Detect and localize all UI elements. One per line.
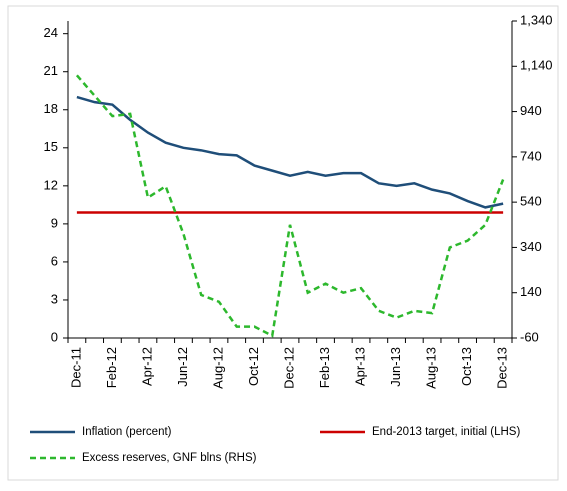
- series-line: [76, 95, 504, 209]
- x-tick-label: Aug-13: [424, 347, 439, 389]
- x-tick-label: Aug-12: [210, 347, 225, 389]
- y-tick-label: 18: [44, 101, 58, 116]
- y2-tick-label: 540: [520, 194, 542, 209]
- x-tick-label: Apr-13: [352, 347, 367, 386]
- y2-tick-label: 140: [520, 284, 542, 299]
- y2-tick-label: 340: [520, 239, 542, 254]
- x-tick-label: Oct-12: [246, 347, 261, 386]
- x-tick-label: Dec-13: [495, 347, 510, 389]
- x-tick-label: Dec-12: [281, 347, 296, 389]
- y-tick-label: 3: [51, 291, 58, 306]
- legend-label: Inflation (percent): [82, 426, 172, 438]
- x-tick-label: Feb-13: [317, 347, 332, 388]
- chart-frame: [7, 5, 559, 481]
- y-tick-label: 12: [44, 177, 58, 192]
- y-tick-label: 9: [51, 215, 58, 230]
- y2-tick-label: 740: [520, 148, 542, 163]
- x-tick-label: Dec-11: [68, 347, 83, 388]
- y-tick-label: 6: [51, 253, 58, 268]
- x-tick-label: Oct-13: [459, 347, 474, 386]
- series-line: [75, 74, 505, 338]
- x-tick-label: Jun-13: [388, 347, 403, 387]
- y-tick-label: 0: [51, 329, 58, 344]
- legend-label: Excess reserves, GNF blns (RHS): [82, 452, 257, 464]
- x-tick-label: Apr-12: [139, 347, 154, 386]
- y2-tick-label: 1,140: [520, 58, 553, 73]
- y2-tick-label: 1,340: [520, 12, 553, 27]
- y2-tick-label: -60: [520, 329, 539, 344]
- x-tick-label: Feb-12: [104, 347, 119, 388]
- y2-tick-label: 940: [520, 103, 542, 118]
- y-tick-label: 15: [44, 139, 58, 154]
- legend-label: End-2013 target, initial (LHS): [372, 426, 520, 438]
- x-tick-label: Jun-12: [175, 347, 190, 387]
- y-tick-label: 24: [44, 25, 58, 40]
- y-tick-label: 21: [44, 63, 58, 78]
